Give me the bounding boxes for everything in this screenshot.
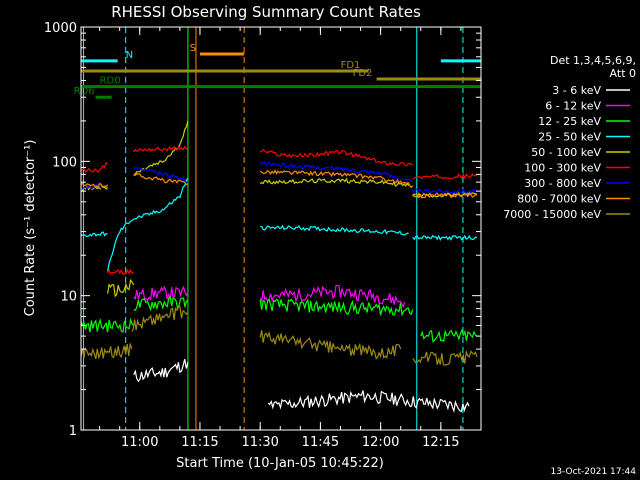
legend-label-4: 50 - 100 keV [531, 146, 601, 159]
series-1-segment-0 [133, 285, 189, 302]
legend-label-8: 7000 - 15000 keV [503, 208, 601, 221]
series-7-segment-0 [80, 182, 109, 189]
series-2-segment-2 [259, 298, 414, 317]
x-tick-label-1: 11:15 [181, 435, 218, 450]
x-tick-label-4: 12:00 [362, 435, 399, 450]
series-3-segment-0 [80, 231, 108, 238]
series-5-segment-1 [107, 268, 135, 275]
legend-label-3: 25 - 50 keV [538, 131, 601, 144]
timestamp: 13-Oct-2021 17:44 [551, 467, 637, 477]
legend-label-6: 300 - 800 keV [524, 177, 601, 190]
flag-label-fd2: FD2 [353, 68, 373, 79]
legend-header-0: Det 1,3,4,5,6,9, [550, 54, 636, 67]
flag-label-rd6: RD6 [74, 86, 95, 97]
x-tick-label-3: 11:45 [302, 435, 339, 450]
x-tick-label-5: 12:15 [422, 435, 459, 450]
y-tick-label-0: 1 [69, 424, 77, 439]
series-4-segment-3 [259, 177, 410, 188]
y-tick-label-2: 100 [52, 155, 77, 170]
series-0-segment-0 [133, 358, 189, 383]
series-7-segment-1 [133, 173, 189, 186]
series-5-segment-4 [412, 172, 478, 180]
legend-label-5: 100 - 300 keV [524, 162, 601, 175]
series-8-segment-0 [80, 343, 133, 360]
series-7-segment-2 [259, 169, 414, 189]
series-4-segment-1 [107, 278, 135, 298]
series-8-segment-3 [412, 349, 478, 366]
series-5-segment-3 [260, 149, 413, 167]
series-5-segment-2 [133, 145, 189, 153]
series-2-segment-3 [420, 328, 478, 343]
legend-label-0: 3 - 6 keV [552, 84, 601, 97]
flag-label-n: N [126, 50, 133, 61]
series-1-segment-1 [259, 284, 406, 309]
y-tick-label-1: 10 [60, 290, 77, 305]
series-8-segment-1 [131, 305, 189, 332]
series-6-segment-3 [412, 188, 478, 195]
series-3-segment-1 [107, 177, 189, 272]
series-5-segment-0 [80, 162, 108, 174]
x-tick-label-0: 11:00 [121, 435, 158, 450]
series-6-segment-1 [133, 167, 189, 185]
flag-label-s: S [190, 43, 196, 54]
series-3-segment-3 [412, 234, 478, 241]
flag-label-rd0: RD0 [100, 76, 121, 87]
y-axis-label: Count Rate (s⁻¹ detector⁻¹) [23, 140, 38, 317]
x-axis-label: Start Time (10-Jan-05 10:45:22) [176, 456, 384, 471]
x-tick-label-2: 11:30 [241, 435, 278, 450]
legend: Det 1,3,4,5,6,9,Att 0 3 - 6 keV 6 - 12 keV… [503, 54, 636, 221]
series-6-segment-2 [259, 160, 414, 183]
series-3-segment-2 [260, 224, 409, 236]
y-tick-label-3: 1000 [44, 21, 77, 36]
legend-label-1: 6 - 12 keV [545, 100, 601, 113]
series-8-segment-2 [259, 330, 402, 360]
series-2-segment-1 [133, 295, 189, 312]
legend-label-2: 12 - 25 keV [538, 115, 601, 128]
series-7-segment-3 [412, 192, 478, 199]
chart-title: RHESSI Observing Summary Count Rates [111, 3, 421, 21]
series-2-segment-0 [80, 317, 135, 333]
legend-label-7: 800 - 7000 keV [517, 193, 601, 206]
series-0-segment-1 [267, 390, 470, 413]
plot-frame [80, 26, 482, 431]
legend-header-1: Att 0 [610, 67, 636, 80]
flag-label-fd1: FD1 [341, 60, 361, 71]
